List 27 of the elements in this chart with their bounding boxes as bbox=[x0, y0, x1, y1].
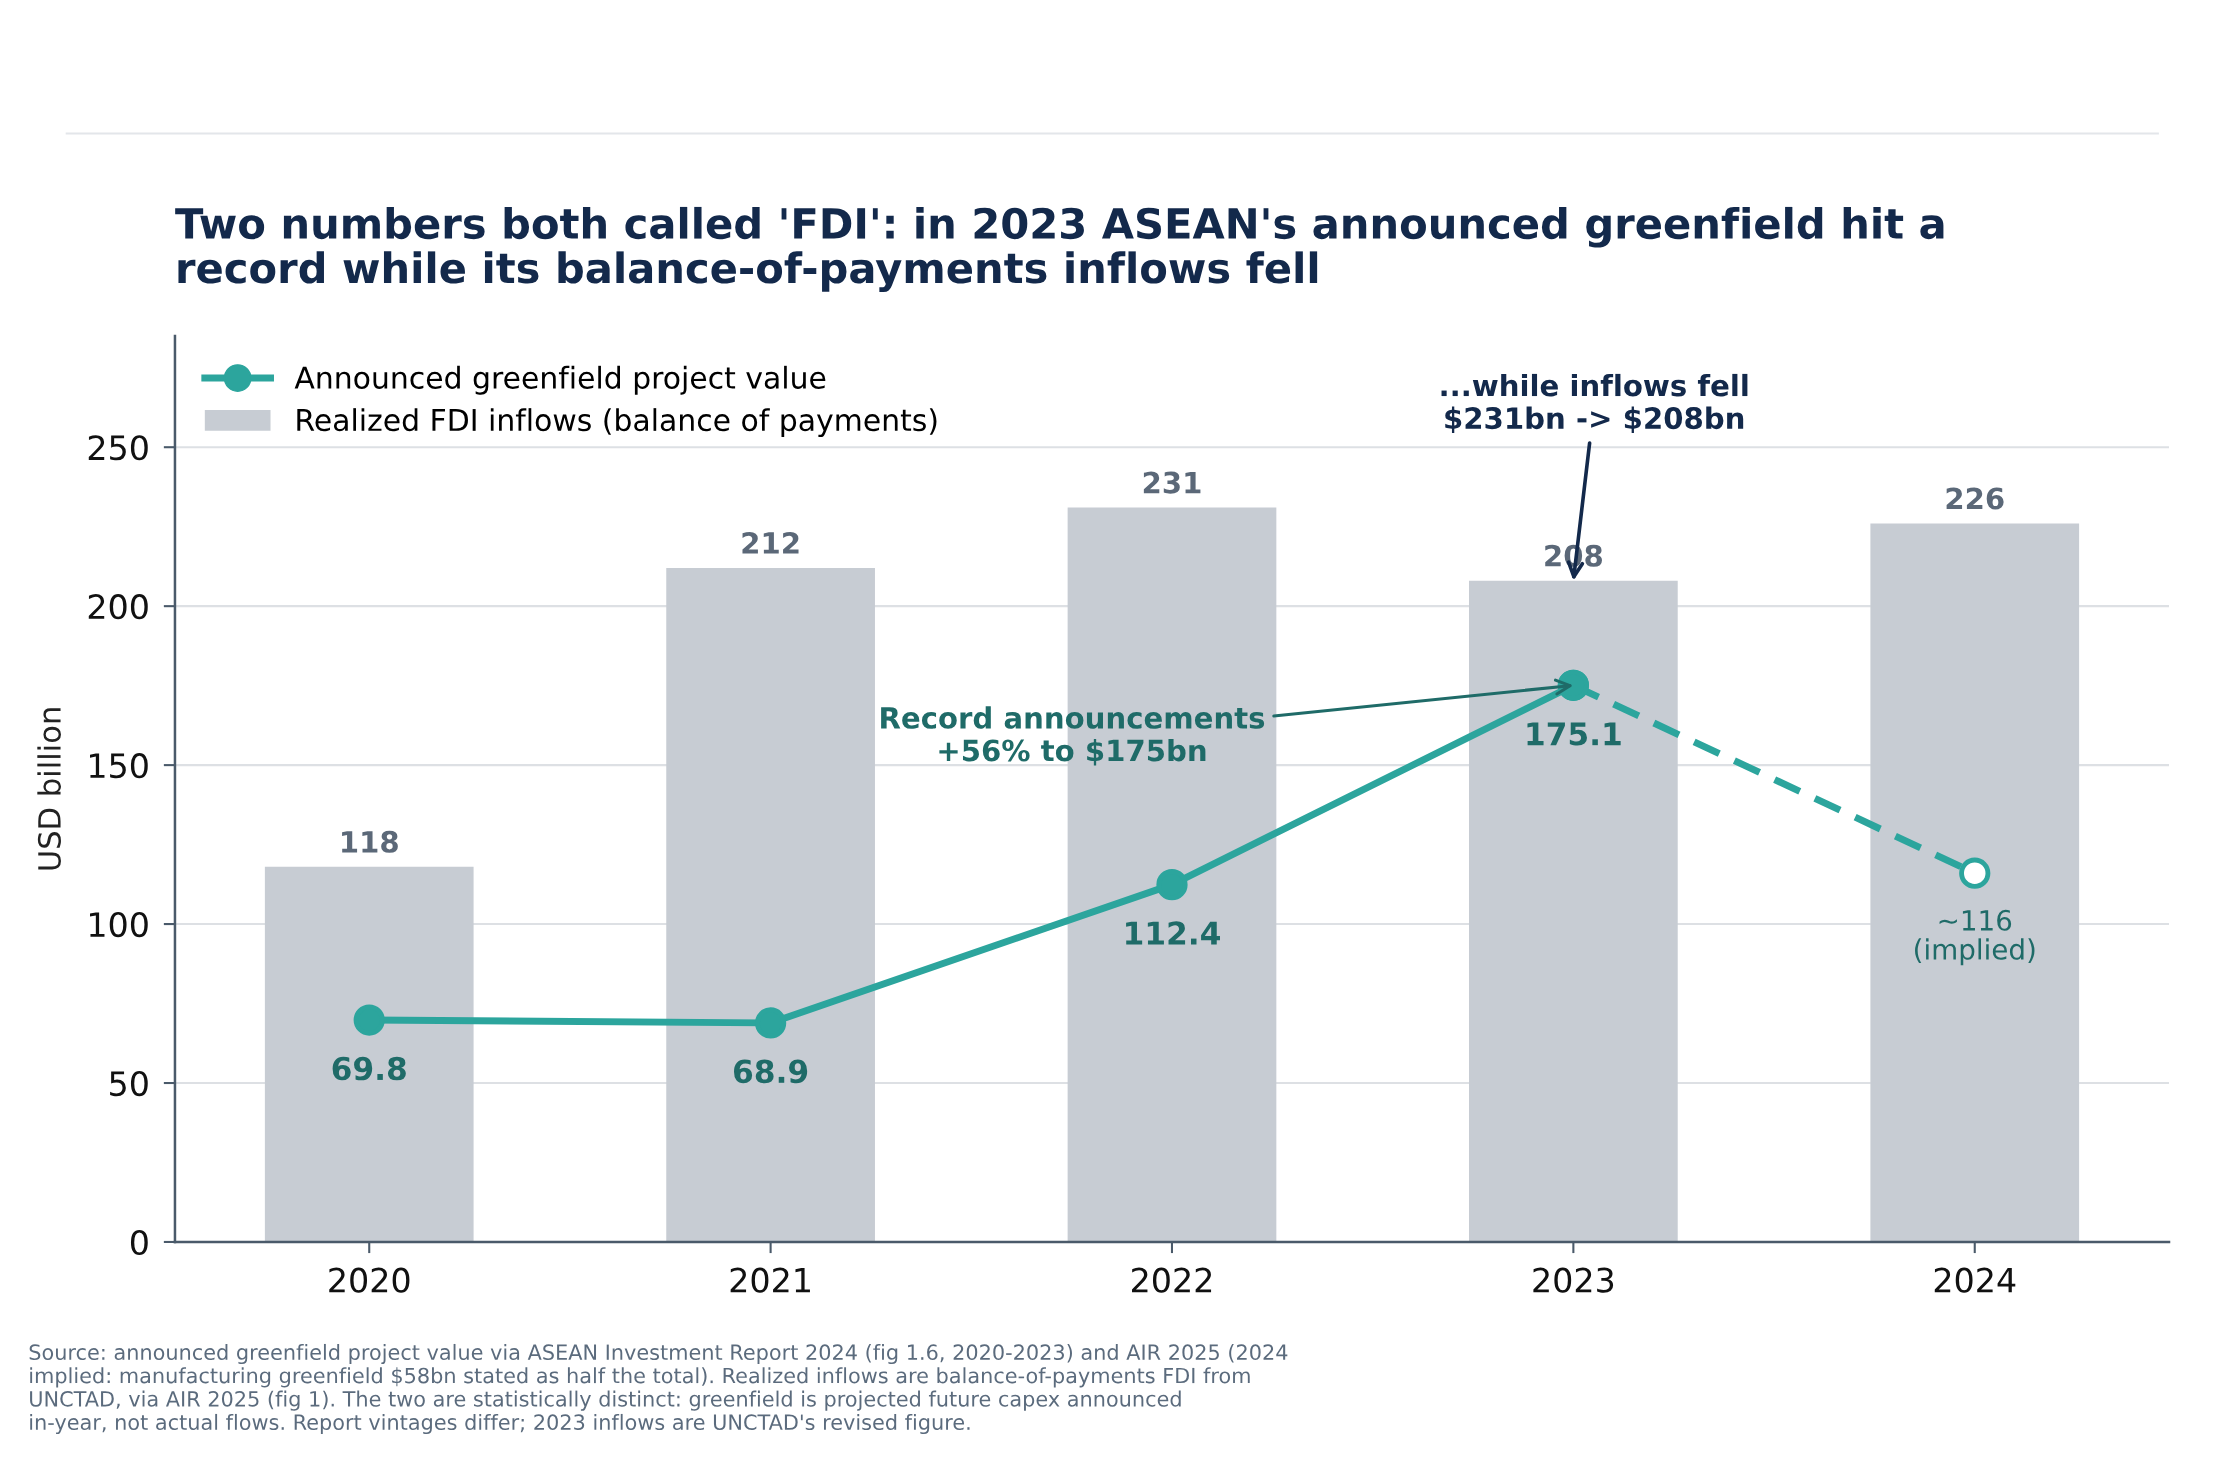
chart-title: Two numbers both called 'FDI': in 2023 ASEAN's announced greenfield hit a record while its balance-of-payments inflows fell bbox=[175, 206, 1944, 293]
x-tick-label: 2023 bbox=[1533, 1267, 1614, 1293]
data-label: 69.8 bbox=[332, 1056, 406, 1081]
x-tick-label: 2021 bbox=[730, 1267, 810, 1293]
data-label: 231 bbox=[1143, 471, 1201, 494]
y-tick-label: 150 bbox=[90, 753, 148, 779]
y-axis-title: USD billion bbox=[37, 708, 61, 870]
x-tick-label: 2024 bbox=[1934, 1267, 2016, 1293]
data-label: 212 bbox=[742, 531, 799, 554]
legend-label: Realized FDI inflows (balance of payments) bbox=[297, 408, 937, 438]
data-label: 112.4 bbox=[1126, 921, 1220, 945]
data-label: 68.9 bbox=[734, 1059, 808, 1084]
y-tick-label: 250 bbox=[88, 435, 148, 461]
data-label: ~116 (implied) bbox=[1915, 909, 2035, 966]
legend-label: Announced greenfield project value bbox=[294, 365, 826, 395]
y-tick-label: 0 bbox=[130, 1229, 148, 1256]
source-note: Source: announced greenfield project value via ASEAN Investment Report 2024 (fig 1.6, 2020-2023) and AIR 2025 (2024 implied: manufacturing greenfield $58bn stated as half the total). Realized inflows are balance-of-payments FDI from UNCTAD, via AIR 2025 (fig 1). The two are statistically distinct: greenfield is projected future capex announced in-year, not actual flows. Report vintages differ; 2023 inflows are UNCTAD's revised figure. bbox=[29, 1343, 1288, 1435]
annotation: ...while inflows fell $231bn -> $208bn bbox=[1441, 373, 1748, 434]
data-label: 226 bbox=[1946, 487, 2004, 510]
annotation: Record announcements +56% to $175bn bbox=[881, 706, 1265, 766]
data-label: 118 bbox=[342, 830, 398, 853]
x-tick-label: 2020 bbox=[329, 1267, 410, 1293]
x-tick-label: 2022 bbox=[1132, 1267, 1212, 1293]
y-tick-label: 200 bbox=[88, 594, 148, 620]
data-label: 175.1 bbox=[1527, 722, 1621, 746]
y-tick-label: 100 bbox=[90, 911, 148, 938]
y-tick-label: 50 bbox=[110, 1070, 148, 1097]
